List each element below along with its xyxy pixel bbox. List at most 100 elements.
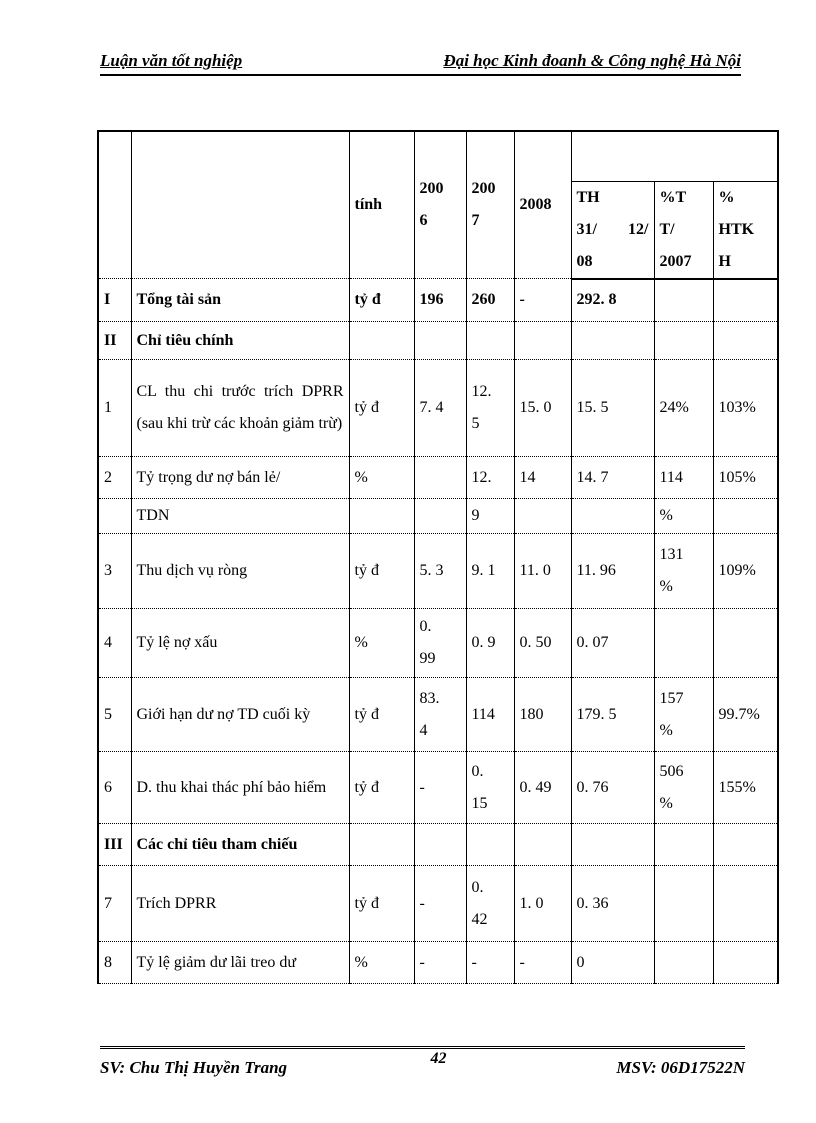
table-header: tính 200 6 200 7 2008 TH 31/ 12/ 08 %T T… [97, 130, 779, 280]
indicator-cell: Giới hạn dư nợ TD cuối kỳ [130, 677, 350, 752]
table-header-row-top: tính 200 6 200 7 2008 [97, 130, 779, 279]
table-row: 8 Tỷ lệ giảm dư lãi treo dư % - - - 0 [97, 941, 779, 984]
value-htkh-cell [712, 321, 779, 360]
table-row: 2 Tỷ trọng dư nợ bán lẻ/ % 12. 14 14. 7 … [97, 456, 779, 499]
value-2007-cell: - [465, 941, 515, 984]
value-th-cell: 0. 07 [570, 608, 655, 678]
value-th-cell: 15. 5 [570, 359, 655, 457]
value-2007-cell: 12. 5 [465, 359, 515, 457]
row-index-cell: II [97, 321, 132, 360]
value-2007-cell: 0. 42 [465, 865, 515, 942]
indicator-cell: Thu dịch vụ ròng [130, 533, 350, 609]
unit-cell [348, 321, 415, 360]
value-2008-cell: 14 [513, 456, 572, 499]
value-2008-cell: 1. 0 [513, 865, 572, 942]
corner-cell [97, 130, 132, 279]
value-2007-cell: 9 [465, 498, 515, 534]
row-index-cell: 7 [97, 865, 132, 942]
value-2008-cell: 0. 50 [513, 608, 572, 678]
value-2006-cell: 0. 99 [413, 608, 467, 678]
value-pct2007-cell [653, 278, 714, 322]
table-row: III Các chỉ tiêu tham chiếu [97, 823, 779, 866]
value-2006-cell: - [413, 941, 467, 984]
row-index-cell: 3 [97, 533, 132, 609]
value-pct2007-cell [653, 941, 714, 984]
pct-vs-2007-header-cell: %T T/ 2007 [653, 180, 714, 280]
table-header-row-sub: TH 31/ 12/ 08 %T T/ 2007 % HTK H [98, 180, 779, 280]
indicator-cell: Các chỉ tiêu tham chiếu [130, 823, 350, 866]
value-th-cell: 11. 96 [570, 533, 655, 609]
value-htkh-cell: 109% [712, 533, 779, 609]
value-htkh-cell [712, 278, 779, 322]
value-2007-cell [465, 823, 515, 866]
value-htkh-cell [712, 498, 779, 534]
value-th-cell: 0. 76 [570, 751, 655, 824]
value-2007-cell: 260 [465, 278, 515, 322]
row-index-cell: 1 [97, 359, 132, 457]
value-2006-cell [413, 456, 467, 499]
value-th-cell [570, 321, 655, 360]
indicator-cell: Tỷ lệ nợ xấu [130, 608, 350, 678]
value-2007-cell: 12. [465, 456, 515, 499]
value-2006-cell: 5. 3 [413, 533, 467, 609]
indicator-header-cell [130, 130, 350, 279]
value-2006-cell: - [413, 751, 467, 824]
value-2008-cell [513, 823, 572, 866]
row-index-cell: 8 [97, 941, 132, 984]
value-2008-cell: 11. 0 [513, 533, 572, 609]
row-index-cell: III [97, 823, 132, 866]
report-table: tính 200 6 200 7 2008 TH 31/ 12/ 08 %T T… [97, 130, 780, 984]
unit-cell: % [348, 941, 415, 984]
footer-student-text: SV: Chu Thị Huyền Trang [100, 1058, 288, 1077]
value-2008-cell: - [513, 941, 572, 984]
page-footer: SV: Chu Thị Huyền Trang MSV: 06D17522N 4… [100, 1046, 745, 1078]
indicator-cell: Tổng tài sản [130, 278, 350, 322]
unit-cell: % [348, 608, 415, 678]
value-2007-cell [465, 321, 515, 360]
unit-cell [348, 498, 415, 534]
row-index-cell: 5 [97, 677, 132, 752]
value-pct2007-cell: 24% [653, 359, 714, 457]
value-pct2007-cell [653, 608, 714, 678]
indicator-cell: Trích DPRR [130, 865, 350, 942]
value-htkh-cell [712, 865, 779, 942]
value-2006-cell [413, 321, 467, 360]
table-row: 7 Trích DPRR tỷ đ - 0. 42 1. 0 0. 36 [97, 865, 779, 942]
value-2007-cell: 0. 15 [465, 751, 515, 824]
indicator-cell: Tỷ lệ giảm dư lãi treo dư [130, 941, 350, 984]
value-htkh-cell [712, 608, 779, 678]
table-row: II Chỉ tiêu chính [97, 321, 779, 360]
value-th-cell [570, 498, 655, 534]
table-row: I Tổng tài sản tỷ đ 196 260 - 292. 8 [97, 278, 779, 322]
indicator-cell: D. thu khai thác phí bảo hiểm [130, 751, 350, 824]
footer-msv-text: MSV: 06D17522N [616, 1058, 745, 1077]
year-2007-header-cell: 200 7 [465, 130, 515, 279]
value-2007-cell: 0. 9 [465, 608, 515, 678]
value-2008-cell: 0. 49 [513, 751, 572, 824]
value-pct2007-cell: 506 % [653, 751, 714, 824]
value-htkh-cell: 155% [712, 751, 779, 824]
header-left-text: Luận văn tốt nghiệp [100, 51, 243, 70]
unit-header-cell: tính [348, 130, 415, 279]
unit-cell: tỷ đ [348, 359, 415, 457]
value-2008-cell: 15. 0 [513, 359, 572, 457]
page-number: 42 [430, 1050, 447, 1067]
value-htkh-cell: 99.7% [712, 677, 779, 752]
row-index-cell: I [97, 278, 132, 322]
table-row: 5 Giới hạn dư nợ TD cuối kỳ tỷ đ 83. 4 1… [97, 677, 779, 752]
value-th-cell: 14. 7 [570, 456, 655, 499]
unit-cell: tỷ đ [348, 865, 415, 942]
value-2006-cell: 196 [413, 278, 467, 322]
value-2008-cell [513, 321, 572, 360]
row-index-cell: 2 [97, 456, 132, 499]
header-right-text: Đại học Kinh đoanh & Công nghệ Hà Nội [443, 51, 741, 70]
th-31-12-08-header-cell: TH 31/ 12/ 08 [570, 180, 655, 280]
row-index-cell [97, 498, 132, 534]
value-htkh-cell: 105% [712, 456, 779, 499]
page-header: Luận văn tốt nghiệp Đại học Kinh đoanh &… [100, 51, 741, 77]
value-htkh-cell: 103% [712, 359, 779, 457]
value-2007-cell: 9. 1 [465, 533, 515, 609]
table-row: 3 Thu dịch vụ ròng tỷ đ 5. 3 9. 1 11. 0 … [97, 533, 779, 609]
value-2006-cell [413, 498, 467, 534]
